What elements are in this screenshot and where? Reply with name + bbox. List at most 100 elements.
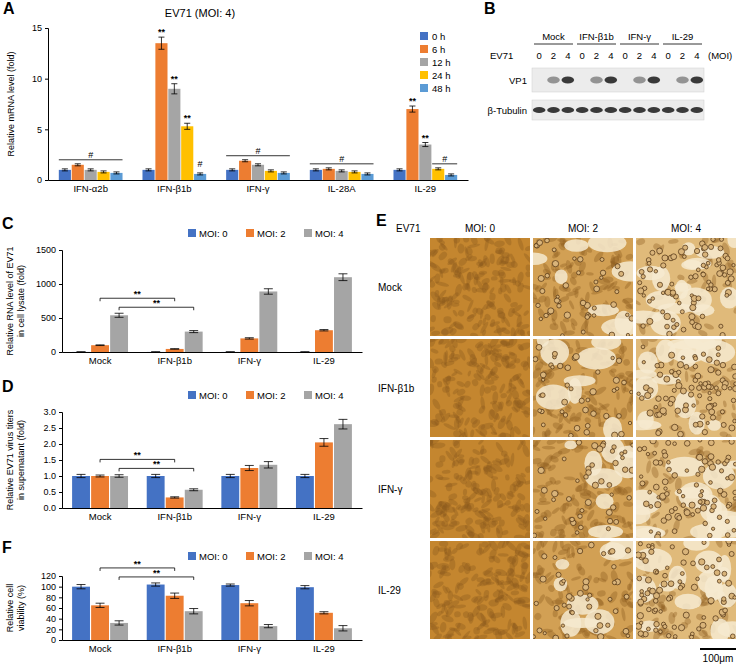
cell [507, 618, 512, 630]
error-bar [158, 37, 164, 49]
rounded-cell [716, 370, 721, 375]
blot-band [619, 107, 632, 113]
rounded-cell [672, 424, 678, 430]
y-tick-mark [45, 28, 48, 29]
rounded-cell [689, 275, 693, 279]
y-tick-label: 3.0 [43, 407, 56, 417]
cell [547, 463, 557, 472]
y-tick-label: 0.5 [43, 487, 56, 497]
rounded-cell [716, 258, 721, 263]
bar [142, 170, 154, 180]
rounded-cell [585, 499, 591, 505]
rounded-cell [663, 396, 668, 401]
cell [480, 445, 485, 456]
legend-label: 24 h [432, 70, 451, 81]
cell [496, 525, 504, 538]
error-bar [229, 169, 235, 171]
cell [468, 565, 477, 572]
legend: MOI: 0MOI: 2MOI: 4 [188, 390, 344, 401]
cell [502, 292, 512, 304]
rounded-cell [641, 324, 645, 328]
y-tick-label: 0.0 [43, 503, 56, 513]
y-tick: 10 [32, 74, 48, 84]
cell [475, 519, 483, 525]
moi-label: 2 [551, 50, 556, 61]
rounded-cell [683, 403, 688, 408]
rounded-cell [538, 467, 544, 473]
rounded-cell [725, 280, 730, 285]
cell [473, 627, 480, 635]
legend-label: 48 h [432, 83, 451, 94]
cell [491, 276, 498, 281]
rounded-cell [675, 322, 679, 326]
cell [586, 272, 594, 276]
rounded-cell [700, 489, 703, 492]
rounded-cell [706, 421, 709, 424]
cell [546, 440, 558, 446]
rounded-cell [671, 318, 675, 322]
cell [492, 460, 503, 467]
micrograph [533, 440, 633, 538]
row-label: Mock [378, 282, 403, 293]
cell [558, 529, 565, 538]
cell [439, 622, 447, 633]
rounded-cell [641, 345, 645, 349]
cleared-area [703, 463, 735, 489]
cell [533, 409, 538, 418]
cell [624, 370, 633, 379]
rounded-cell [699, 466, 705, 472]
y-axis: 0.00.51.01.52.02.53.0 [43, 407, 62, 513]
blot-band [676, 107, 689, 113]
cell [471, 286, 478, 293]
cell [488, 599, 499, 606]
cell [474, 466, 481, 476]
rounded-cell [725, 459, 729, 463]
rounded-cell [581, 330, 585, 334]
figure: AEV71 (MOI: 4)051015IFN-α2bIFN-β1bIFN-γI… [0, 0, 740, 666]
cell [500, 261, 508, 265]
cell [520, 504, 525, 511]
error-bar [75, 164, 81, 166]
rounded-cell [706, 261, 710, 265]
rounded-cell [700, 314, 705, 319]
cell [489, 320, 501, 327]
rounded-cell [579, 525, 584, 530]
cell [466, 347, 477, 360]
rounded-cell [614, 519, 619, 524]
cell [496, 417, 507, 431]
rounded-cell [610, 449, 614, 453]
rounded-cell [721, 422, 726, 427]
bar [296, 476, 314, 508]
bar [432, 169, 444, 180]
cell [616, 391, 620, 399]
moi-label: 2 [680, 50, 685, 61]
bar-panel: C050010001500MockIFN-β1bIFN-γIL-29****MO… [2, 215, 363, 366]
blot-band [633, 107, 646, 113]
legend-swatch [420, 45, 428, 53]
error-bar [300, 351, 309, 352]
micrograph [533, 339, 633, 437]
y-tick-mark [45, 180, 48, 181]
micrograph-background [533, 541, 633, 639]
cell [551, 541, 558, 553]
rounded-cell [617, 414, 622, 419]
legend-label: MOI: 0 [199, 390, 228, 401]
cell [447, 546, 451, 556]
group-label: IFN-β1b [579, 31, 614, 42]
cell [618, 560, 632, 567]
cell [523, 309, 530, 316]
cell [482, 317, 487, 325]
cell [476, 261, 484, 267]
rounded-cell [681, 327, 686, 332]
cell [602, 281, 615, 291]
error-bar [197, 173, 203, 175]
x-tick: IFN-γ [238, 508, 261, 522]
rounded-cell [649, 530, 652, 533]
bar [166, 497, 184, 508]
x-tick-label: IL-28A [328, 183, 357, 194]
cell [716, 408, 727, 416]
rounded-cell [709, 481, 713, 485]
group-label: IFN-γ [628, 31, 651, 42]
rounded-cell [594, 286, 600, 292]
bar [110, 315, 128, 352]
